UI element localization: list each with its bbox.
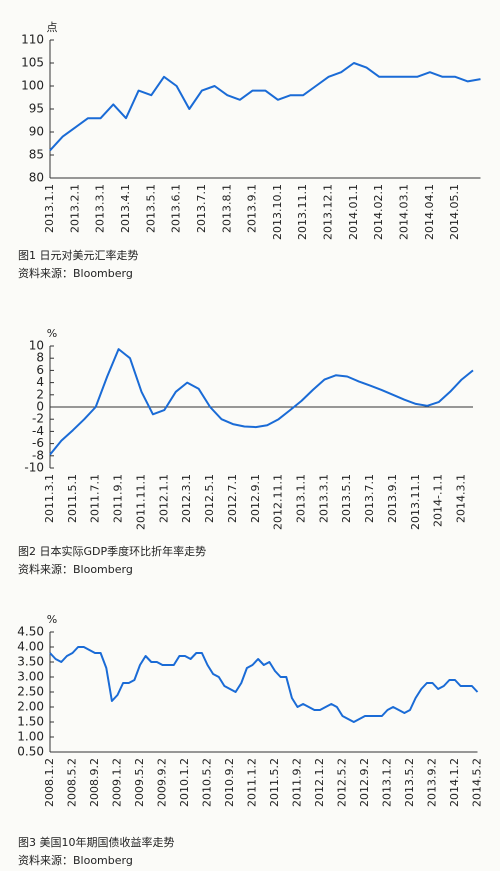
x-tick-label: 2011.11.1: [134, 474, 147, 530]
x-tick-label: 2011.5.1: [66, 474, 79, 523]
x-tick-label: 2012.9.1: [249, 474, 262, 523]
x-tick-label: 2013.9.1: [246, 184, 259, 233]
x-tick-label: 2010.1.2: [178, 758, 191, 807]
x-tick-label: 2014.5.2: [471, 758, 484, 807]
y-tick-label: 4.50: [17, 625, 44, 639]
y-tick-label: 85: [29, 148, 44, 162]
x-tick-label: 2008.5.2: [66, 758, 79, 807]
x-tick-label: 2014.04.1: [423, 184, 436, 240]
x-tick-label: 2013.7.1: [195, 184, 208, 233]
x-tick-label: 2013.11.1: [409, 474, 422, 530]
x-tick-label: 2013.1.1: [43, 184, 56, 233]
x-tick-label: 2011.5.2: [268, 758, 281, 807]
x-tick-label: 2013.5.1: [340, 474, 353, 523]
caption: 图2 日本实际GDP季度环比折年率走势: [18, 544, 206, 558]
x-tick-label: 2013.3.1: [317, 474, 330, 523]
y-tick-label: 4: [36, 375, 44, 389]
x-tick-label: 2014.05.1: [448, 184, 461, 240]
x-tick-label: 2013.7.1: [363, 474, 376, 523]
x-tick-label: 2013.10.1: [271, 184, 284, 240]
y-tick-label: 105: [21, 56, 44, 70]
y-tick-label: -6: [32, 436, 44, 450]
y-tick-label: 10: [29, 339, 44, 353]
x-tick-label: 2009.1.2: [111, 758, 124, 807]
x-tick-label: 2013.3.1: [94, 184, 107, 233]
x-tick-label: 2014.3.1: [455, 474, 468, 523]
y-tick-label: 95: [29, 102, 44, 116]
y-tick-label: 2: [36, 387, 44, 401]
x-tick-label: 2013.9.1: [386, 474, 399, 523]
source: 资料来源：Bloomberg: [18, 853, 133, 867]
y-tick-label: 0: [36, 400, 44, 414]
x-tick-label: 2012.3.1: [180, 474, 193, 523]
y-tick-label: 3.50: [17, 655, 44, 669]
x-tick-label: 2011.1.2: [246, 758, 259, 807]
y-tick-label: 0.50: [17, 745, 44, 759]
y-tick-label: 1.50: [17, 715, 44, 729]
source: 资料来源：Bloomberg: [18, 562, 133, 576]
x-tick-label: 2013.2.1: [68, 184, 81, 233]
x-tick-label: 2012.5.2: [336, 758, 349, 807]
y-tick-label: 90: [29, 125, 44, 139]
y-tick-label: 2.00: [17, 700, 44, 714]
x-tick-label: 2010.9.2: [223, 758, 236, 807]
x-tick-label: 2012.7.1: [226, 474, 239, 523]
x-tick-label: 2008.9.2: [88, 758, 101, 807]
x-tick-label: 2009.5.2: [133, 758, 146, 807]
x-tick-label: 2013.5.2: [403, 758, 416, 807]
y-tick-label: 8: [36, 351, 44, 365]
x-tick-label: 2011.9.2: [291, 758, 304, 807]
caption: 图3 美国10年期国债收益率走势: [18, 835, 175, 849]
x-tick-label: 2011.7.1: [89, 474, 102, 523]
source: 资料来源：Bloomberg: [18, 266, 133, 280]
x-tick-label: 2010.5.2: [201, 758, 214, 807]
x-tick-label: 2014.02.1: [372, 184, 385, 240]
x-tick-label: 2014.03.1: [398, 184, 411, 240]
x-tick-label: 2014.1.2: [448, 758, 461, 807]
x-tick-label: 2013.12.1: [322, 184, 335, 240]
data-line: [49, 646, 479, 723]
y-tick-label: 1.00: [17, 730, 44, 744]
x-tick-label: 2013.5.1: [144, 184, 157, 233]
x-tick-label: 2014-.1.1: [432, 474, 445, 527]
y-tick-label: -4: [32, 424, 44, 438]
y-tick-label: -2: [32, 412, 44, 426]
y-tick-label: 80: [29, 171, 44, 185]
x-tick-label: 2013.8.1: [220, 184, 233, 233]
x-tick-label: 2013.11.1: [296, 184, 309, 240]
y-tick-label: 4.00: [17, 640, 44, 654]
y-tick-label: 100: [21, 79, 44, 93]
data-line: [49, 62, 481, 152]
x-tick-label: 2013.1.1: [295, 474, 308, 523]
y-tick-label: 3.00: [17, 670, 44, 684]
x-tick-label: 2012.9.2: [358, 758, 371, 807]
y-tick-label: 6: [36, 363, 44, 377]
y-unit: %: [47, 327, 57, 340]
y-tick-label: 110: [21, 33, 44, 47]
x-tick-label: 2012.1.2: [313, 758, 326, 807]
x-tick-label: 2011.9.1: [112, 474, 125, 523]
x-tick-label: 2013.9.2: [426, 758, 439, 807]
x-tick-label: 2012.11.1: [272, 474, 285, 530]
y-unit: 点: [47, 21, 58, 34]
y-tick-label: -8: [32, 448, 44, 462]
caption: 图1 日元对美元汇率走势: [18, 248, 139, 262]
x-tick-label: 2012.5.1: [203, 474, 216, 523]
x-tick-label: 2013.1.2: [381, 758, 394, 807]
x-tick-label: 2013.4.1: [119, 184, 132, 233]
x-tick-label: 2013.6.1: [170, 184, 183, 233]
x-tick-label: 2012.1.1: [157, 474, 170, 523]
x-tick-label: 2009.9.2: [156, 758, 169, 807]
y-tick-label: 2.50: [17, 685, 44, 699]
x-tick-label: 2011.3.1: [43, 474, 56, 523]
x-tick-label: 2008.1.2: [43, 758, 56, 807]
y-unit: %: [47, 613, 57, 626]
y-tick-label: -10: [24, 461, 44, 475]
data-line: [49, 348, 474, 456]
x-tick-label: 2014.01.1: [347, 184, 360, 240]
